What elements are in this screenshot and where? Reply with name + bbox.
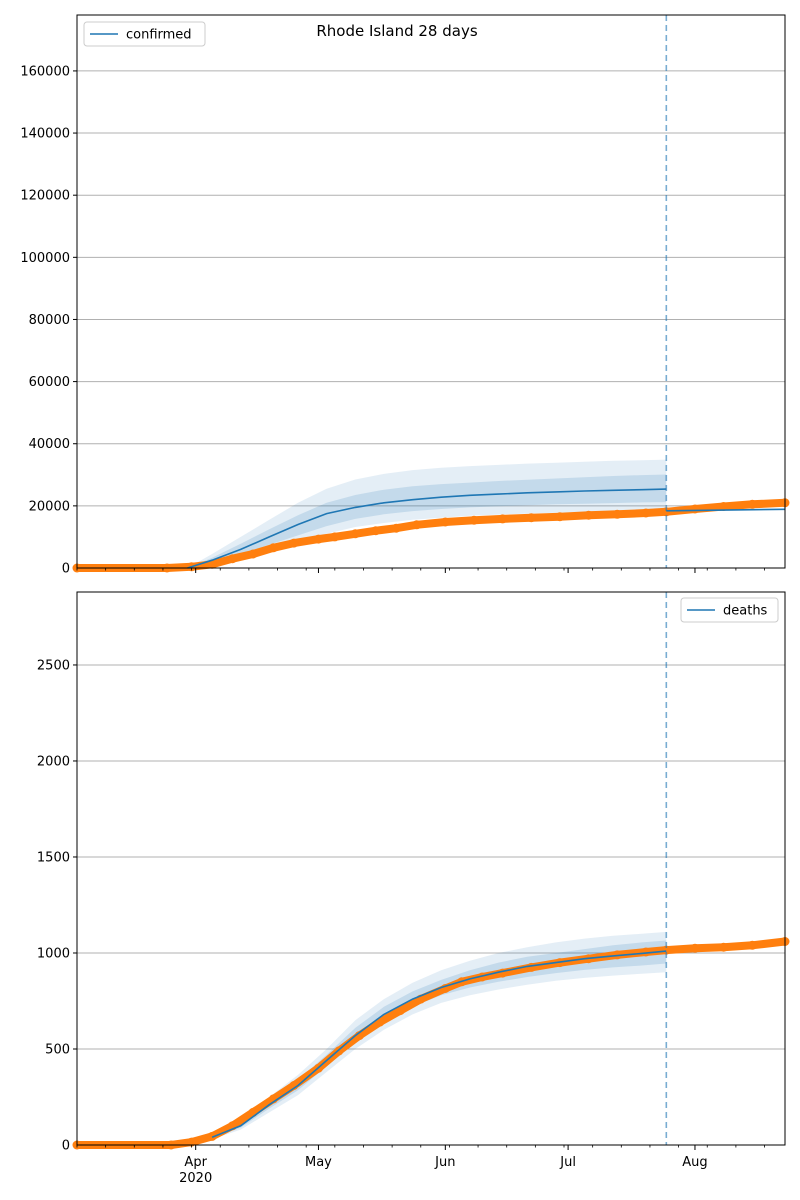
observed-point xyxy=(228,554,237,564)
observed-point xyxy=(395,1006,405,1016)
observed-point xyxy=(690,504,700,514)
y-tick-label: 80000 xyxy=(29,313,70,328)
y-tick-label: 120000 xyxy=(20,189,70,204)
observed-point xyxy=(187,1137,197,1147)
observed-point xyxy=(330,532,340,542)
observed-point xyxy=(612,509,622,519)
confidence-band-outer xyxy=(187,459,667,568)
plot-frame xyxy=(76,14,786,569)
plot-frame xyxy=(76,591,786,1146)
y-tick-label: 500 xyxy=(45,1042,70,1057)
model-continuation-line xyxy=(666,508,786,512)
y-tick-label: 0 xyxy=(62,1139,70,1154)
observed-point xyxy=(526,962,536,972)
observed-point xyxy=(207,559,217,569)
observed-point xyxy=(584,510,594,520)
observed-point xyxy=(248,549,258,559)
y-tick-label: 2000 xyxy=(37,754,70,769)
observed-point xyxy=(747,940,757,950)
observed-point xyxy=(371,526,381,536)
observed-point xyxy=(555,512,565,522)
x-tick-label: Apr xyxy=(184,1155,207,1170)
observed-point xyxy=(747,499,757,509)
observed-point xyxy=(661,945,671,955)
legend-label: confirmed xyxy=(126,28,192,43)
x-tick-label: Jun xyxy=(434,1155,455,1170)
observed-point xyxy=(314,534,323,544)
observed-point xyxy=(391,523,401,533)
observed-point xyxy=(641,508,651,518)
observed-point xyxy=(289,538,299,548)
legend-box xyxy=(83,21,206,47)
y-tick-label: 60000 xyxy=(29,375,70,390)
x-tick-label: Jul xyxy=(559,1155,576,1170)
chart-title: Rhode Island 28 days xyxy=(316,22,477,40)
observed-point xyxy=(248,1107,258,1117)
x-tick-label: May xyxy=(305,1155,332,1170)
x-tick-label: Aug xyxy=(682,1155,707,1170)
y-tick-label: 100000 xyxy=(20,251,70,266)
model-median-line xyxy=(211,950,667,1139)
y-tick-label: 40000 xyxy=(29,437,70,452)
observed-point xyxy=(207,1131,217,1141)
observed-point xyxy=(268,543,278,553)
y-tick-label: 1000 xyxy=(37,946,70,961)
y-tick-label: 1500 xyxy=(37,850,70,865)
legend-label: deaths xyxy=(723,604,768,619)
legend-box xyxy=(680,597,779,623)
observed-point xyxy=(469,515,479,525)
observed-point xyxy=(440,517,450,527)
y-tick-label: 2500 xyxy=(37,658,70,673)
y-tick-label: 160000 xyxy=(20,64,70,79)
observed-series-line xyxy=(73,937,789,1149)
y-tick-label: 0 xyxy=(62,562,70,577)
y-tick-label: 20000 xyxy=(29,499,70,514)
observed-point xyxy=(719,502,729,511)
observed-point xyxy=(661,507,671,517)
observed-point xyxy=(719,942,729,952)
confidence-band-inner xyxy=(212,940,667,1139)
observed-point xyxy=(289,1081,299,1090)
observed-point xyxy=(350,529,360,539)
x-tick-year-label: 2020 xyxy=(179,1171,212,1186)
model-median-line xyxy=(187,488,667,569)
observed-point xyxy=(641,947,651,957)
observed-point xyxy=(526,513,536,523)
observed-point xyxy=(498,514,508,524)
observed-point xyxy=(690,943,700,953)
observed-point xyxy=(412,520,422,530)
confidence-band-inner xyxy=(187,474,667,568)
y-tick-label: 140000 xyxy=(20,127,70,142)
confirmed-panel: 0 20000 40000 60000 80000 100000 120000 140000 1… xyxy=(20,14,790,577)
